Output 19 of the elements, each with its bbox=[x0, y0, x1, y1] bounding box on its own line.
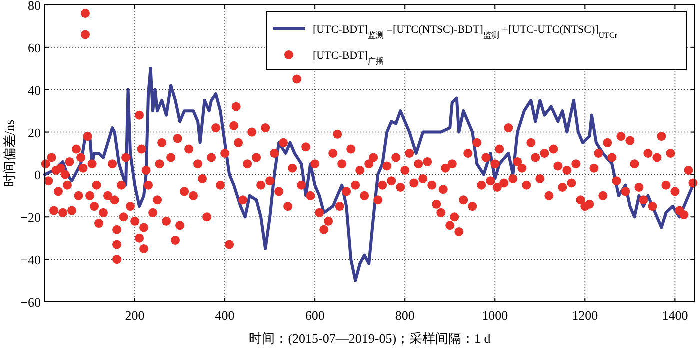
y-tick-label: 40 bbox=[28, 82, 41, 98]
y-axis-title: 时间偏差/ns bbox=[2, 120, 17, 188]
y-tick-label: 80 bbox=[28, 0, 41, 13]
x-tick-label: 200 bbox=[125, 308, 145, 323]
y-tick-label: 0 bbox=[34, 168, 41, 183]
x-tick-label: 1400 bbox=[662, 308, 688, 323]
y-tick-label: −20 bbox=[20, 210, 41, 226]
legend-label: [UTC-BDT]$_{监测}$ =[UTC(NTSC)-BDT]$_{监测}$ +[UTC-UTC(NTSC)]$_{UTCr}$ bbox=[313, 24, 618, 40]
x-tick-label: 1000 bbox=[482, 308, 508, 323]
x-tick-label: 400 bbox=[215, 308, 235, 323]
y-tick-label: 20 bbox=[28, 125, 41, 140]
x-tick-label: 600 bbox=[305, 308, 325, 323]
y-tick-label: −60 bbox=[20, 295, 41, 310]
legend-label: [UTC-BDT]$_{广播}$ bbox=[313, 50, 384, 66]
x-tick-label: 800 bbox=[395, 308, 415, 323]
x-axis-title: 时间：(2015-07—2019-05)；采样间隔：1 d bbox=[249, 331, 492, 346]
y-tick-label: 60 bbox=[28, 40, 41, 56]
y-tick-label: −40 bbox=[20, 252, 41, 268]
x-tick-label: 1200 bbox=[572, 308, 598, 323]
